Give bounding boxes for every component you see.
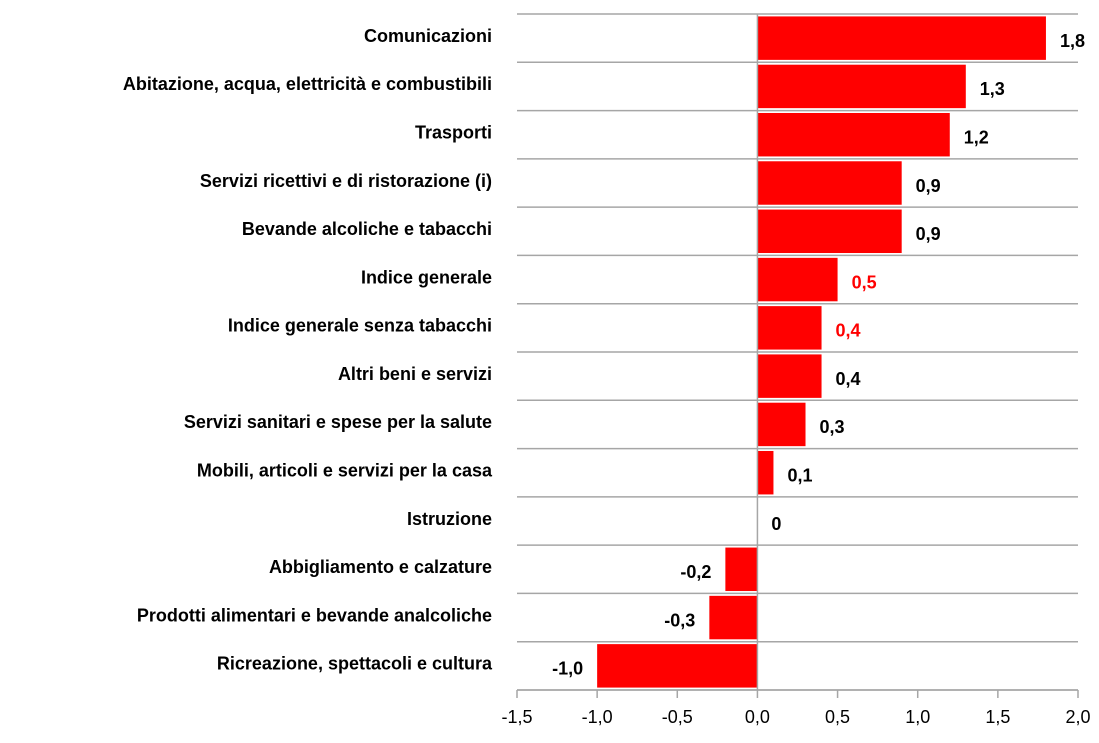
value-label: 0,9: [916, 176, 941, 196]
value-label: 0,9: [916, 224, 941, 244]
x-tick-label: 0,0: [745, 707, 770, 727]
value-label: 0,1: [787, 465, 812, 485]
value-label: 1,3: [980, 79, 1005, 99]
x-tick-label: -0,5: [662, 707, 693, 727]
x-tick-label: -1,0: [582, 707, 613, 727]
bar: [597, 644, 758, 688]
value-label: 0,4: [836, 369, 861, 389]
x-tick-label: 0,5: [825, 707, 850, 727]
category-label: Istruzione: [407, 509, 492, 529]
bar: [757, 450, 774, 495]
x-tick-label: 1,5: [985, 707, 1010, 727]
bar: [709, 595, 758, 640]
value-label: 0,5: [852, 272, 877, 292]
category-label: Abbigliamento e calzature: [269, 557, 492, 577]
bar: [757, 16, 1046, 60]
value-label: 0: [771, 514, 781, 534]
value-label: -0,3: [664, 610, 695, 630]
bar: [757, 306, 822, 350]
category-label: Prodotti alimentari e bevande analcolich…: [137, 605, 492, 625]
value-label: 1,8: [1060, 31, 1085, 51]
value-label: -1,0: [552, 659, 583, 679]
bar: [757, 161, 902, 205]
category-label: Mobili, articoli e servizi per la casa: [197, 460, 493, 480]
category-label: Indice generale senza tabacchi: [228, 316, 492, 336]
bar: [757, 257, 838, 302]
category-label: Trasporti: [415, 122, 492, 142]
value-label: 1,2: [964, 127, 989, 147]
category-label: Ricreazione, spettacoli e cultura: [217, 654, 493, 674]
value-label: 0,4: [836, 321, 861, 341]
category-label: Servizi ricettivi e di ristorazione (i): [200, 171, 492, 191]
bar: [757, 209, 902, 254]
x-tick-label: 1,0: [905, 707, 930, 727]
bar: [725, 547, 758, 592]
bar: [757, 112, 950, 157]
category-label: Abitazione, acqua, elettricità e combust…: [123, 74, 492, 94]
bar: [757, 64, 966, 109]
bar: [757, 402, 806, 447]
category-label: Indice generale: [361, 267, 492, 287]
category-label: Servizi sanitari e spese per la salute: [184, 412, 492, 432]
category-label: Altri beni e servizi: [338, 364, 492, 384]
value-label: -0,2: [680, 562, 711, 582]
x-tick-label: -1,5: [501, 707, 532, 727]
x-tick-label: 2,0: [1065, 707, 1090, 727]
bar: [757, 354, 822, 398]
category-label: Bevande alcoliche e tabacchi: [242, 219, 492, 239]
category-label: Comunicazioni: [364, 26, 492, 46]
value-label: 0,3: [820, 417, 845, 437]
